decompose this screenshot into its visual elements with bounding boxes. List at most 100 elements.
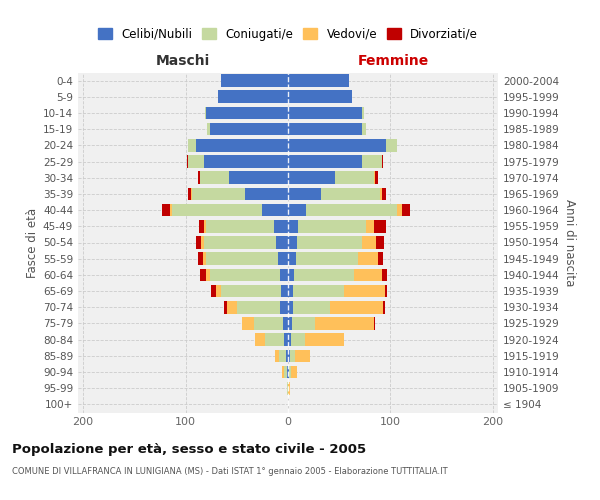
- Bar: [374, 172, 375, 184]
- Bar: [224, 301, 227, 314]
- Text: Femmine: Femmine: [358, 54, 429, 68]
- Bar: [290, 350, 295, 362]
- Bar: [221, 74, 288, 87]
- Bar: [282, 366, 284, 378]
- Bar: [289, 366, 291, 378]
- Bar: [229, 172, 288, 184]
- Bar: [279, 350, 286, 362]
- Bar: [262, 204, 288, 216]
- Y-axis label: Fasce di età: Fasce di età: [26, 208, 39, 278]
- Bar: [211, 285, 216, 298]
- Bar: [162, 204, 170, 216]
- Bar: [296, 252, 358, 265]
- Bar: [207, 123, 210, 136]
- Legend: Celibi/Nubili, Coniugati/e, Vedovi/e, Divorziati/e: Celibi/Nubili, Coniugati/e, Vedovi/e, Di…: [94, 24, 482, 44]
- Bar: [288, 155, 362, 168]
- Bar: [204, 220, 206, 232]
- Bar: [374, 317, 375, 330]
- Bar: [287, 366, 288, 378]
- Bar: [275, 350, 279, 362]
- Bar: [376, 236, 384, 249]
- Bar: [276, 236, 288, 249]
- Bar: [382, 188, 386, 200]
- Bar: [200, 268, 206, 281]
- Bar: [288, 220, 298, 232]
- Text: COMUNE DI VILLAFRANCA IN LUNIGIANA (MS) - Dati ISTAT 1° gennaio 2005 - Elaborazi: COMUNE DI VILLAFRANCA IN LUNIGIANA (MS) …: [12, 468, 448, 476]
- Bar: [362, 123, 366, 136]
- Bar: [203, 252, 206, 265]
- Bar: [188, 188, 191, 200]
- Bar: [288, 252, 296, 265]
- Bar: [245, 188, 288, 200]
- Bar: [353, 268, 382, 281]
- Bar: [288, 382, 290, 394]
- Bar: [288, 301, 293, 314]
- Bar: [200, 172, 229, 184]
- Bar: [382, 155, 383, 168]
- Bar: [397, 204, 402, 216]
- Bar: [297, 236, 362, 249]
- Bar: [227, 301, 237, 314]
- Bar: [288, 350, 290, 362]
- Bar: [204, 236, 276, 249]
- Bar: [305, 334, 344, 346]
- Bar: [362, 236, 376, 249]
- Bar: [288, 74, 349, 87]
- Bar: [242, 317, 254, 330]
- Bar: [210, 123, 288, 136]
- Bar: [366, 220, 374, 232]
- Bar: [196, 139, 288, 151]
- Bar: [265, 334, 284, 346]
- Bar: [201, 236, 204, 249]
- Bar: [288, 366, 289, 378]
- Bar: [206, 268, 210, 281]
- Text: Maschi: Maschi: [155, 54, 209, 68]
- Bar: [280, 301, 288, 314]
- Bar: [288, 334, 291, 346]
- Bar: [192, 188, 245, 200]
- Bar: [358, 252, 378, 265]
- Bar: [218, 90, 288, 103]
- Bar: [295, 350, 310, 362]
- Bar: [288, 90, 352, 103]
- Bar: [188, 155, 204, 168]
- Bar: [288, 285, 293, 298]
- Bar: [283, 317, 288, 330]
- Bar: [288, 172, 335, 184]
- Bar: [292, 317, 314, 330]
- Bar: [198, 252, 203, 265]
- Bar: [287, 382, 288, 394]
- Bar: [284, 366, 287, 378]
- Bar: [274, 220, 288, 232]
- Bar: [196, 236, 201, 249]
- Bar: [293, 301, 330, 314]
- Bar: [204, 155, 288, 168]
- Bar: [172, 204, 262, 216]
- Bar: [330, 301, 383, 314]
- Bar: [383, 301, 385, 314]
- Y-axis label: Anni di nascita: Anni di nascita: [563, 199, 576, 286]
- Bar: [362, 106, 364, 120]
- Bar: [206, 252, 278, 265]
- Bar: [344, 285, 385, 298]
- Bar: [221, 285, 281, 298]
- Bar: [288, 204, 307, 216]
- Bar: [293, 285, 344, 298]
- Bar: [198, 172, 200, 184]
- Text: Popolazione per età, sesso e stato civile - 2005: Popolazione per età, sesso e stato civil…: [12, 442, 366, 456]
- Bar: [288, 188, 321, 200]
- Bar: [278, 252, 288, 265]
- Bar: [298, 220, 366, 232]
- Bar: [380, 188, 382, 200]
- Bar: [191, 188, 192, 200]
- Bar: [237, 301, 280, 314]
- Bar: [314, 317, 374, 330]
- Bar: [382, 268, 388, 281]
- Bar: [362, 155, 382, 168]
- Bar: [187, 155, 188, 168]
- Bar: [321, 188, 380, 200]
- Bar: [286, 350, 288, 362]
- Bar: [288, 139, 386, 151]
- Bar: [402, 204, 410, 216]
- Bar: [288, 317, 292, 330]
